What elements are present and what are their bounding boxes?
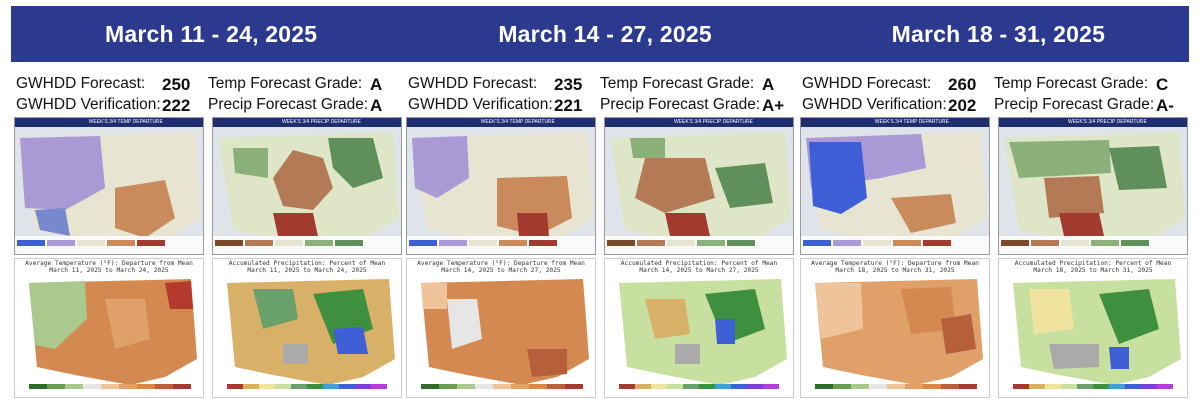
precip-grade-label: Precip Forecast Grade:: [994, 96, 1155, 113]
temp-grade-label: Temp Forecast Grade:: [208, 75, 363, 92]
precip-grade-value: A: [370, 96, 383, 115]
forecast-panel-3: GWHDD Forecast: 260 Temp Forecast Grade:…: [800, 70, 1192, 400]
gwhdd-forecast-value: 260: [948, 75, 977, 94]
temp-grade-label: Temp Forecast Grade:: [600, 75, 755, 92]
gwhdd-forecast-label: GWHDD Forecast:: [16, 75, 146, 92]
obs-map-title: Average Temperature (°F): Departure from…: [811, 260, 979, 274]
forecast-temp-map: WEEK'S 3/4 TEMP DEPARTURE: [800, 117, 990, 255]
observed-precip-map: Accumulated Precipitation: Percent of Me…: [998, 258, 1188, 398]
observed-precip-map: Accumulated Precipitation: Percent of Me…: [212, 258, 402, 398]
precip-grade-label: Precip Forecast Grade:: [208, 96, 369, 113]
obs-map-title: Average Temperature (°F): Departure from…: [25, 260, 193, 274]
gwhdd-verification-label: GWHDD Verification:: [408, 96, 553, 113]
gwhdd-verification-label: GWHDD Verification:: [16, 96, 161, 113]
map-header: WEEK'S 3/4 PRECIP DEPARTURE: [605, 118, 793, 127]
forecast-precip-map: WEEK'S 3/4 PRECIP DEPARTURE: [604, 117, 794, 255]
gwhdd-forecast-value: 250: [162, 75, 191, 94]
map-header: WEEK'S 3/4 PRECIP DEPARTURE: [999, 118, 1187, 127]
gwhdd-forecast-label: GWHDD Forecast:: [408, 75, 538, 92]
period-title: March 14 - 27, 2025: [498, 20, 712, 47]
period-title: March 11 - 24, 2025: [105, 20, 318, 47]
map-header: WEEK'S 3/4 PRECIP DEPARTURE: [213, 118, 401, 127]
period-title: March 18 - 31, 2025: [891, 20, 1106, 47]
precip-grade-value: A+: [762, 96, 785, 115]
gwhdd-forecast-value: 235: [554, 75, 583, 94]
observed-precip-map: Accumulated Precipitation: Percent of Me…: [604, 258, 794, 398]
forecast-precip-map: WEEK'S 3/4 PRECIP DEPARTURE: [212, 117, 402, 255]
stats-block: GWHDD Forecast: 260 Temp Forecast Grade:…: [800, 75, 1192, 119]
obs-map-title: Average Temperature (°F): Departure from…: [417, 260, 585, 274]
obs-map-title: Accumulated Precipitation: Percent of Me…: [620, 260, 778, 274]
obs-map-title: Accumulated Precipitation: Percent of Me…: [228, 260, 386, 274]
map-header: WEEK'S 3/4 TEMP DEPARTURE: [801, 118, 989, 127]
temp-grade-value: C: [1156, 75, 1169, 94]
temp-grade-label: Temp Forecast Grade:: [994, 75, 1149, 92]
observed-temp-map: Average Temperature (°F): Departure from…: [800, 258, 990, 398]
temp-grade-value: A: [762, 75, 775, 94]
temp-grade-value: A: [370, 75, 383, 94]
forecast-panel-2: GWHDD Forecast: 235 Temp Forecast Grade:…: [406, 70, 798, 400]
stats-block: GWHDD Forecast: 235 Temp Forecast Grade:…: [406, 75, 798, 119]
map-header: WEEK'S 3/4 TEMP DEPARTURE: [15, 118, 203, 127]
forecast-temp-map: WEEK'S 3/4 TEMP DEPARTURE: [14, 117, 204, 255]
gwhdd-forecast-label: GWHDD Forecast:: [802, 75, 932, 92]
gwhdd-verification-value: 221: [554, 96, 583, 115]
forecast-precip-map: WEEK'S 3/4 PRECIP DEPARTURE: [998, 117, 1188, 255]
stats-block: GWHDD Forecast: 250 Temp Forecast Grade:…: [14, 75, 406, 119]
gwhdd-verification-label: GWHDD Verification:: [802, 96, 947, 113]
map-header: WEEK'S 3/4 TEMP DEPARTURE: [407, 118, 595, 127]
precip-grade-label: Precip Forecast Grade:: [600, 96, 761, 113]
forecast-panel-1: GWHDD Forecast: 250 Temp Forecast Grade:…: [14, 70, 406, 400]
forecast-temp-map: WEEK'S 3/4 TEMP DEPARTURE: [406, 117, 596, 255]
observed-temp-map: Average Temperature (°F): Departure from…: [406, 258, 596, 398]
observed-temp-map: Average Temperature (°F): Departure from…: [14, 258, 204, 398]
precip-grade-value: A-: [1156, 96, 1174, 115]
date-banner: March 11 - 24, 2025 March 14 - 27, 2025 …: [11, 6, 1189, 62]
obs-map-title: Accumulated Precipitation: Percent of Me…: [1014, 260, 1172, 274]
gwhdd-verification-value: 202: [948, 96, 977, 115]
gwhdd-verification-value: 222: [162, 96, 191, 115]
